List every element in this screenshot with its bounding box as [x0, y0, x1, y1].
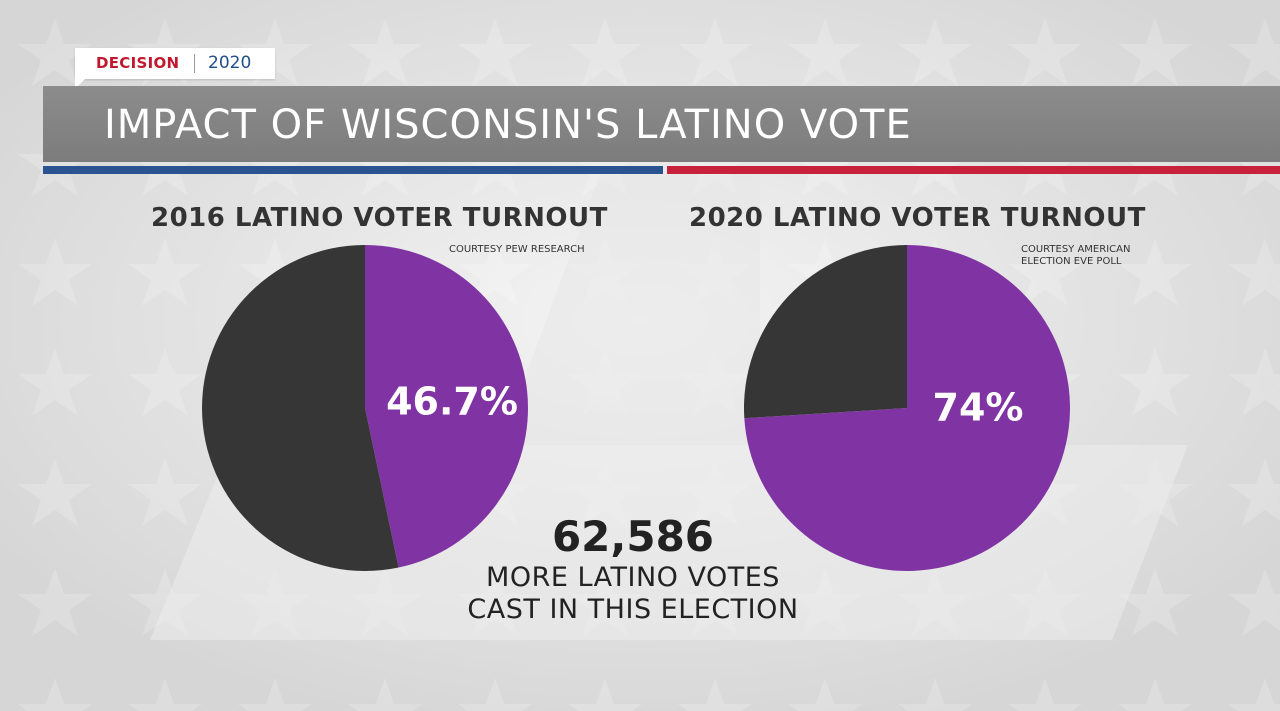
chart-source-2020: COURTESY AMERICAN ELECTION EVE POLL	[1021, 244, 1130, 268]
red-stripe	[667, 166, 1280, 174]
chart-title-2016: 2016 LATINO VOTER TURNOUT	[151, 203, 608, 233]
pie-label-0-0: 46.7%	[386, 380, 518, 424]
chart-source-2020-line1: COURTESY AMERICAN	[1021, 244, 1131, 255]
chart-title-2020: 2020 LATINO VOTER TURNOUT	[689, 203, 1146, 233]
pie-slice-1-1	[744, 245, 907, 419]
footer-line-1: MORE LATINO VOTES	[486, 562, 780, 593]
badge-decision-label: DECISION	[96, 54, 180, 72]
badge-year-label: 2020	[208, 53, 252, 73]
chart-source-2016: COURTESY PEW RESEARCH	[449, 244, 585, 255]
badge-divider	[194, 54, 195, 73]
badge-tail	[75, 79, 85, 89]
decision-badge: DECISION 2020	[75, 48, 275, 79]
pie-slice-0-1	[201, 245, 399, 571]
page-title: IMPACT OF WISCONSIN'S LATINO VOTE	[104, 102, 912, 148]
blue-stripe	[43, 166, 663, 174]
pie-slice-0-0	[365, 245, 528, 568]
pie-slice-1-0	[744, 245, 1070, 572]
title-bar: IMPACT OF WISCONSIN'S LATINO VOTE	[43, 86, 1280, 162]
vote-increase-number: 62,586	[551, 512, 715, 561]
footer-line-2: CAST IN THIS ELECTION	[467, 594, 799, 625]
chart-source-2020-line2: ELECTION EVE POLL	[1021, 256, 1122, 267]
pie-label-1-0: 74%	[933, 386, 1024, 430]
